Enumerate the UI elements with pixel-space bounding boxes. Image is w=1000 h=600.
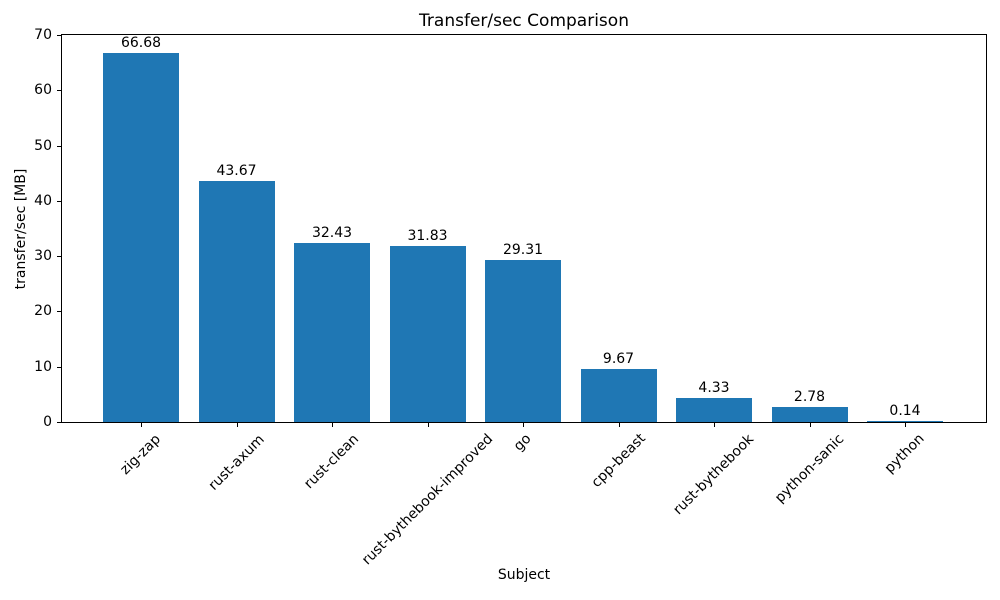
x-tick-mark [523, 423, 524, 427]
x-tick-label-text: rust-bythebook [670, 431, 758, 518]
plot-area: 66.68 43.67 32.43 31.83 29.31 9.67 4.33 2.78 0.1… [61, 34, 987, 423]
bar-go [485, 260, 561, 422]
bar-value-label: 29.31 [502, 242, 544, 258]
y-tick-label: 60 [34, 82, 52, 99]
y-tick-label: 40 [34, 192, 52, 209]
bar-value-label: 9.67 [602, 351, 635, 367]
x-axis-label: Subject [497, 567, 551, 583]
x-tick-label-text: zig-zap [117, 430, 164, 478]
x-tick-mark [427, 423, 429, 427]
chart-title: Transfer/sec Comparison [419, 11, 629, 31]
y-tick-mark [57, 201, 61, 202]
x-tick-label-text: cpp-beast [587, 430, 649, 492]
x-tick-mark [905, 423, 906, 427]
x-tick-label-text: python [881, 430, 928, 477]
y-tick-mark [57, 90, 61, 91]
y-tick-mark [57, 422, 61, 423]
x-tick-label-text: rust-bythebook-improved [358, 430, 496, 569]
bar-value-label: 66.68 [120, 35, 162, 51]
x-tick-label-text: go [510, 430, 535, 455]
bar-value-label: 31.83 [407, 228, 448, 244]
bar-python-sanic [771, 407, 848, 422]
y-tick-label: 30 [34, 248, 52, 265]
y-tick-label: 20 [34, 303, 52, 320]
bar-value-label: 43.67 [216, 163, 257, 179]
y-tick-label: 70 [34, 27, 52, 43]
x-tick-mark [332, 423, 333, 427]
bar-zig-zap [103, 53, 179, 422]
bar-value-label: 32.43 [311, 225, 353, 241]
y-tick-label: 50 [34, 137, 52, 154]
x-tick-mark [714, 423, 715, 427]
bar-value-label: 4.33 [698, 380, 730, 396]
y-tick-label: 0 [43, 414, 52, 430]
y-tick-mark [57, 256, 61, 257]
bar-rust-clean [294, 243, 370, 422]
x-tick-label-text: rust-clean [301, 430, 363, 492]
x-tick-mark [236, 423, 238, 427]
y-tick-mark [57, 367, 61, 368]
x-tick-label-text: python-sanic [771, 430, 847, 507]
y-tick-mark [57, 146, 61, 147]
y-axis-label-text: transfer/sec [MB] [13, 168, 29, 290]
x-tick-mark [618, 423, 620, 427]
bar-cpp-beast [580, 369, 657, 422]
bar-rust-bythebook [676, 398, 752, 422]
bar-value-label: 0.14 [889, 403, 921, 419]
bar-rust-axum [198, 181, 275, 422]
x-tick-label-text: rust-axum [205, 431, 268, 494]
bar-python [867, 421, 943, 422]
bar-rust-bythebook-improved [389, 246, 466, 422]
x-tick-mark [141, 423, 142, 427]
x-tick-mark [809, 423, 811, 427]
y-tick-label: 10 [34, 358, 52, 375]
bar-value-label: 2.78 [793, 389, 826, 405]
y-tick-mark [57, 311, 61, 312]
y-tick-mark [57, 35, 61, 36]
